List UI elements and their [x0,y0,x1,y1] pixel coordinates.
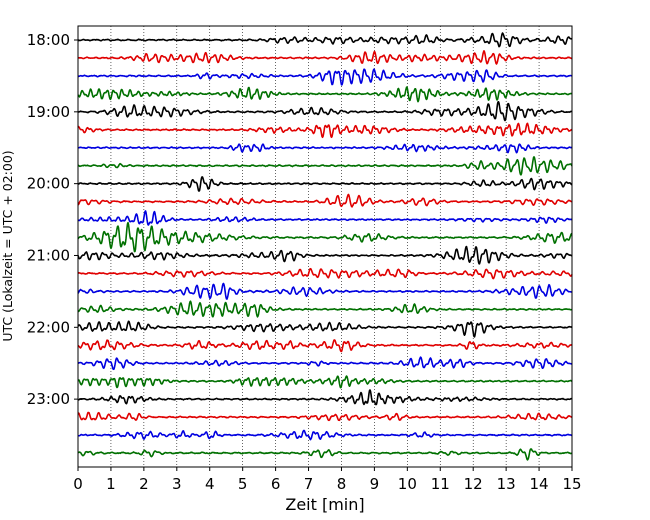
trace-2015 [77,193,573,208]
x-tick-label: 10 [398,475,417,493]
y-tick-label: 18:00 [27,31,70,49]
x-tick-label: 1 [106,475,116,493]
plot-frame [77,25,573,468]
x-tick-label: 9 [370,475,380,493]
x-tick-label: 6 [271,475,281,493]
x-tick-label: 13 [497,475,516,493]
trace-2045 [77,221,573,253]
y-tick-label: 23:00 [27,390,70,408]
x-tick-label: 14 [530,475,549,493]
x-tick-label: 12 [464,475,483,493]
trace-2100 [77,245,573,265]
x-axis-label: Zeit [min] [285,495,364,514]
x-tick-label: 5 [238,475,248,493]
trace-1915 [77,122,573,139]
trace-2145 [77,300,573,318]
trace-1945 [77,156,573,176]
trace-1845 [77,86,573,103]
trace-2230 [77,356,573,371]
trace-1800 [77,32,573,48]
vertical-grid [110,26,540,467]
trace-2300 [77,389,573,406]
x-tick-label: 7 [304,475,314,493]
trace-2315 [77,411,573,422]
y-tick-label: 22:00 [27,318,70,336]
trace-2330 [77,429,573,441]
x-tick-label: 2 [139,475,149,493]
trace-2215 [77,339,573,353]
y-tick-label: 19:00 [27,103,70,121]
trace-1930 [77,143,573,154]
trace-1830 [77,68,573,86]
x-axis-ticks: 0 1 2 3 4 5 6 7 8 9 10 11 12 13 14 15 [73,467,582,493]
y-axis-ticks: 18:00 19:00 20:00 21:00 22:00 23:00 [27,31,78,408]
y-axis-label: UTC (Lokalzeit = UTC + 02:00) [0,150,15,341]
x-tick-label: 15 [562,475,581,493]
trace-2030 [77,210,573,226]
trace-2345 [77,448,573,461]
x-tick-label: 4 [205,475,215,493]
x-tick-label: 8 [337,475,347,493]
seismogram-traces [77,32,573,461]
trace-2245 [77,375,573,389]
x-tick-label: 0 [73,475,83,493]
trace-2000 [77,176,573,192]
y-tick-label: 20:00 [27,175,70,193]
trace-2130 [77,282,573,300]
trace-2115 [77,267,573,280]
y-tick-label: 21:00 [27,246,70,264]
x-tick-label: 11 [431,475,450,493]
trace-1900 [77,101,573,122]
x-tick-label: 3 [172,475,182,493]
trace-2200 [77,320,573,338]
trace-1815 [77,50,573,65]
